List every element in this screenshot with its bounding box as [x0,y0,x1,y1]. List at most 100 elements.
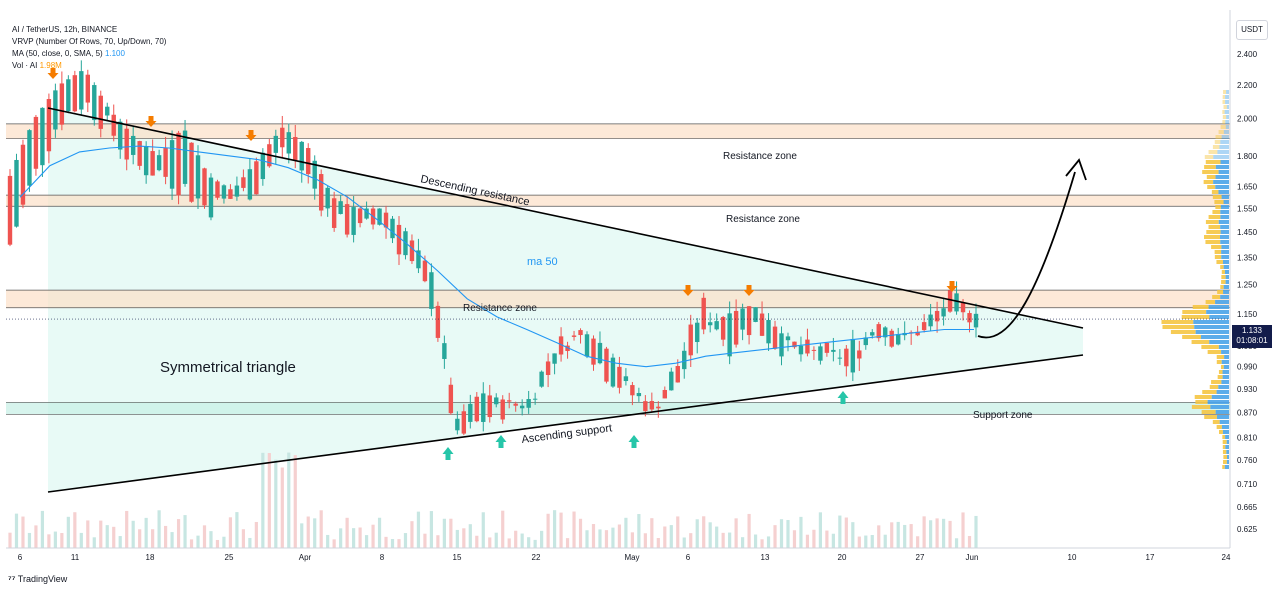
candle-body [779,333,784,357]
volume-bar [34,525,38,548]
currency-label[interactable]: USDT [1236,20,1268,40]
candle-body [189,142,194,202]
volume-profile-up-bar [1214,140,1221,144]
projected-breakout-arrowhead [1065,158,1087,181]
volume-profile-up-bar [1222,465,1225,469]
volume-profile-down-bar [1215,300,1229,304]
volume-profile-down-bar [1220,140,1229,144]
resistance-touch-down-arrow-icon [682,285,694,296]
volume-bar [384,536,388,548]
resistance-zone-2 [6,195,1230,207]
volume-profile-down-bar [1225,120,1229,124]
volume-bar [377,517,382,548]
volume-bar [468,524,472,548]
volume-profile-down-bar [1219,145,1229,149]
volume-profile-down-bar [1221,245,1229,249]
candle-body [759,313,765,336]
volume-bar [676,516,680,548]
volume-bar [481,512,485,548]
volume-profile-up-bar [1201,345,1219,349]
volume-bar [274,459,278,548]
vrvp-indicator-label[interactable]: VRVP (Number Of Rows, 70, Up/Down, 70) [12,37,167,46]
volume-profile-down-bar [1220,240,1229,244]
candle-body [72,75,78,112]
volume-profile-up-bar [1221,280,1226,284]
volume-bar [604,530,609,548]
candle-body [649,401,655,410]
volume-profile-up-bar [1214,200,1224,204]
volume-profile-up-bar [1222,440,1227,444]
volume-bar [656,537,660,548]
volume-profile-down-bar [1210,405,1229,409]
candle-body [312,160,317,189]
candle-body [130,135,136,155]
candle-body [675,366,680,383]
candle-body [254,161,259,195]
candle-body [299,141,304,171]
volume-profile-up-bar [1215,135,1222,139]
volume-bar [442,518,446,548]
candle-body [273,135,279,153]
volume-profile-up-bar [1206,230,1221,234]
price-axis-tick-label: 0.870 [1237,408,1258,417]
volume-profile-down-bar [1225,275,1229,279]
projected-breakout-curve [977,171,1076,339]
volume-profile-up-bar [1223,455,1228,459]
volume-bar [27,532,32,548]
volume-bar [138,529,142,548]
candle-body [941,308,946,317]
resistance-touch-down-arrow-icon [743,285,755,296]
volume-bar [948,520,952,548]
volume-profile-up-bar [1222,120,1226,124]
volume-profile-down-bar [1220,215,1229,219]
volume-profile-up-bar [1212,295,1221,299]
volume-bar [559,512,563,548]
volume-bar [565,538,570,548]
price-axis-tick-label: 0.810 [1237,434,1258,443]
resistance-touch-down-arrow-icon [47,68,59,79]
candle-body [740,308,745,330]
candle-body [422,260,428,282]
volume-bar [753,534,758,548]
candle-body [176,132,181,196]
volume-profile-up-bar [1195,400,1208,404]
volume-profile-up-bar [1216,260,1223,264]
volume-profile-down-bar [1226,90,1229,94]
volume-bar [669,525,673,548]
volume-bar [766,536,771,548]
tradingview-branding[interactable]: ⁷⁷ TradingView [8,574,67,584]
volume-bar [254,521,258,548]
symmetrical-triangle-label: Symmetrical triangle [160,359,296,376]
candle-body [837,357,843,359]
volume-profile-down-bar [1220,205,1229,209]
volume-bar [202,525,207,548]
volume-bar [825,530,829,548]
volume-profile-up-bar [1207,185,1216,189]
volume-bar [300,523,304,548]
candle-body [617,366,622,388]
ma-indicator-value: 1.100 [104,49,125,58]
symbol-title[interactable]: AI / TetherUS, 12h, BINANCE [12,25,118,34]
volume-bar [235,512,239,548]
volume-profile-down-bar [1221,135,1229,139]
volume-profile-up-bar [1212,210,1221,214]
candle-body [863,337,868,346]
candle-body [844,348,849,367]
candle-body [772,326,778,349]
volume-bar [533,539,537,548]
ma-indicator-label[interactable]: MA (50, close, 0, SMA, 5) 1.100 [12,48,166,60]
volume-bar [222,536,226,548]
volume-profile-down-bar [1211,395,1229,399]
candle-body [947,290,953,312]
time-axis-tick-label: 6 [686,553,691,562]
volume-indicator-label[interactable]: Vol · AI 1.98M [12,60,166,72]
volume-bar [14,513,19,548]
volume-bar [903,524,907,548]
volume-bar [974,515,978,548]
volume-profile-up-bar [1219,430,1223,434]
candle-body [46,99,52,152]
volume-profile-down-bar [1227,455,1229,459]
candle-body [150,151,155,176]
volume-bar [410,521,414,548]
